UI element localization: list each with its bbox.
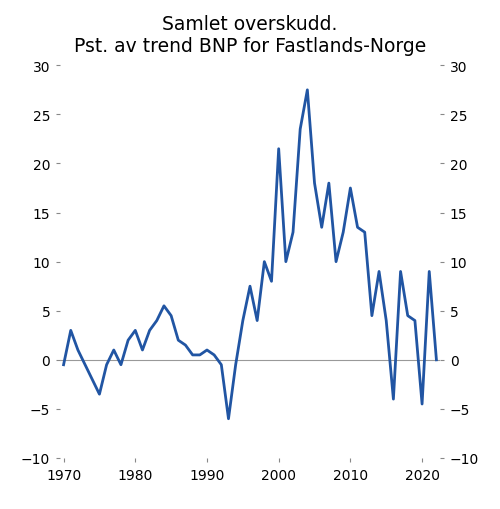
Title: Samlet overskudd.
Pst. av trend BNP for Fastlands-Norge: Samlet overskudd. Pst. av trend BNP for …: [74, 15, 426, 56]
